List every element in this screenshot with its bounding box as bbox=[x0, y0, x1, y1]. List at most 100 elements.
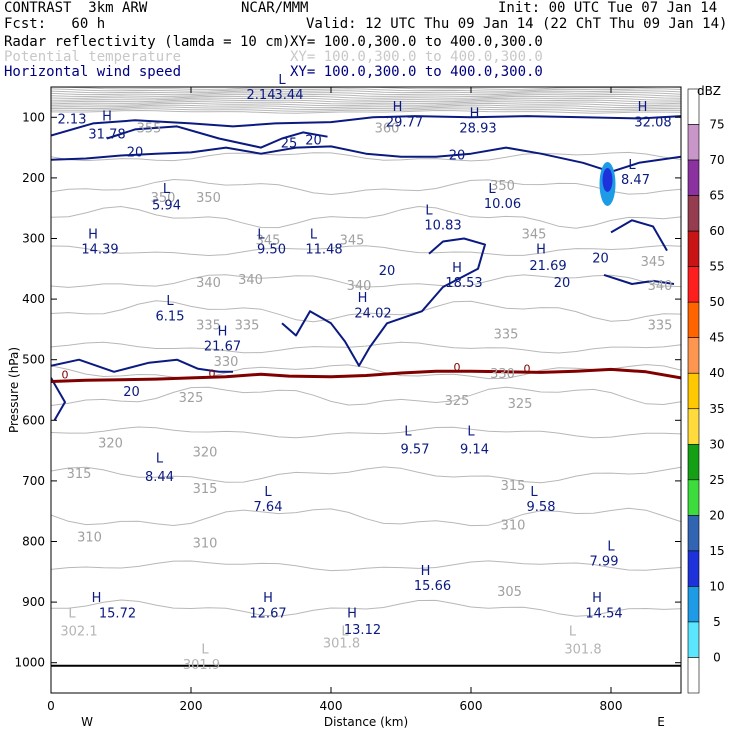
y-tick-label: 500 bbox=[22, 353, 45, 367]
theta-label: 335 bbox=[648, 318, 673, 333]
wind-contour-20 bbox=[51, 145, 681, 173]
high-marker: H bbox=[470, 106, 480, 121]
theta-contour-upper bbox=[51, 95, 681, 99]
theta-contours bbox=[51, 151, 681, 617]
theta-label: 310 bbox=[501, 518, 526, 533]
y-tick-label: 700 bbox=[22, 474, 45, 488]
contour-labels: 355 360 350 350 350 345 345 345 345 340 340 340 340 3… bbox=[58, 73, 673, 673]
theta-label: 340 bbox=[347, 279, 372, 294]
wind-contour-20-edge bbox=[51, 377, 66, 421]
wind-label: 20 bbox=[305, 134, 322, 149]
theta-contour bbox=[51, 341, 681, 354]
extremum-value: 2.13 bbox=[58, 112, 87, 127]
wind-contour-25b bbox=[106, 125, 328, 149]
colorbar-swatch bbox=[687, 657, 700, 694]
x-axis-title: Distance (km) bbox=[324, 715, 408, 729]
wind-label: 20 bbox=[379, 264, 396, 279]
extremum-value: 21.69 bbox=[529, 259, 566, 274]
y-axis-title: Pressure (hPa) bbox=[7, 347, 21, 433]
theta-label: 345 bbox=[340, 234, 365, 249]
y-tick-label: 900 bbox=[22, 595, 45, 609]
high-marker: H bbox=[92, 591, 102, 606]
wind-label: 20 bbox=[127, 146, 144, 161]
theta-label: 345 bbox=[522, 228, 547, 243]
y-tick-label: 1000 bbox=[14, 656, 45, 670]
colorbar-label: 0 bbox=[713, 650, 721, 664]
theta-label: 340 bbox=[196, 276, 221, 291]
high-marker: H bbox=[536, 243, 546, 258]
colorbar-label: 30 bbox=[709, 437, 724, 451]
wind-label: 20 bbox=[554, 276, 571, 291]
colorbar-label: 70 bbox=[709, 153, 724, 167]
colorbar-label: 50 bbox=[709, 295, 724, 309]
theta-contour bbox=[51, 274, 681, 288]
low-marker: L bbox=[404, 424, 412, 439]
header-init: Init: 00 UTC Tue 07 Jan 14 bbox=[498, 0, 718, 16]
colorbar-swatch bbox=[687, 337, 700, 374]
header-valid: Valid: 12 UTC Thu 09 Jan 14 (22 ChT Thu … bbox=[306, 16, 728, 32]
high-marker: H bbox=[263, 591, 273, 606]
colorbar-label: 10 bbox=[709, 579, 724, 593]
colorbar-label: 55 bbox=[709, 260, 724, 274]
theta-label: 325 bbox=[445, 394, 470, 409]
extremum-value: 7.99 bbox=[590, 555, 619, 570]
colorbar-label: 60 bbox=[709, 224, 724, 238]
colorbar-label: 75 bbox=[709, 118, 724, 132]
colorbar-label: 40 bbox=[709, 366, 724, 380]
theta-contour bbox=[51, 386, 681, 406]
theta-contour bbox=[51, 599, 681, 617]
colorbar-swatch bbox=[687, 195, 700, 232]
theta-contour bbox=[51, 151, 681, 162]
theta-label: 350 bbox=[151, 191, 176, 206]
extremum-value: 24.02 bbox=[354, 306, 391, 321]
high-marker: H bbox=[592, 591, 602, 606]
theta-contour-upper bbox=[51, 104, 681, 109]
low-marker: L bbox=[341, 624, 349, 639]
extremum-value: 301.8 bbox=[564, 643, 601, 658]
theta-label: 305 bbox=[497, 585, 522, 600]
theta-label: 355 bbox=[137, 121, 162, 136]
wind-label: 20 bbox=[123, 385, 140, 400]
wind-contour-20-mid bbox=[281, 237, 486, 367]
x-tick-label: 400 bbox=[320, 699, 343, 713]
theta-contour-upper bbox=[51, 88, 681, 92]
zero-label: 0 bbox=[454, 361, 461, 374]
low-marker: L bbox=[163, 182, 171, 197]
low-marker: L bbox=[278, 73, 286, 88]
theta-contour bbox=[51, 507, 681, 527]
colorbar-swatch bbox=[687, 515, 700, 552]
theta-label: 315 bbox=[501, 479, 526, 494]
theta-label: 315 bbox=[193, 482, 218, 497]
y-tick-label: 600 bbox=[22, 413, 45, 427]
low-marker: L bbox=[488, 182, 496, 197]
colorbar-label: 5 bbox=[713, 615, 721, 629]
zero-label: 0 bbox=[524, 362, 531, 375]
zero-degree-line bbox=[51, 367, 681, 383]
extremum-value: 9.57 bbox=[401, 443, 430, 458]
x-tick-label: 800 bbox=[600, 699, 623, 713]
colorbar-swatch bbox=[687, 408, 700, 445]
low-marker: L bbox=[166, 294, 174, 309]
extremum-value: 301.8 bbox=[323, 637, 360, 652]
colorbar-label: 45 bbox=[709, 331, 724, 345]
extremum-value: 11.48 bbox=[305, 243, 342, 258]
extremum-value: 301.9 bbox=[183, 658, 220, 673]
extremum-value: 2.14 bbox=[247, 88, 276, 103]
y-tick-label: 800 bbox=[22, 535, 45, 549]
high-marker: H bbox=[358, 291, 368, 306]
field-label-reflectivity: Radar reflectivity (lamda = 10 cm) bbox=[4, 34, 291, 50]
low-marker: L bbox=[201, 643, 209, 658]
wind-contours bbox=[51, 115, 681, 421]
colorbar-swatch bbox=[687, 230, 700, 267]
extremum-value: 32.08 bbox=[634, 115, 671, 130]
theta-label: 310 bbox=[77, 531, 102, 546]
theta-contour bbox=[51, 364, 681, 380]
low-marker: L bbox=[68, 606, 76, 621]
theta-contour-upper bbox=[51, 97, 681, 101]
theta-contour bbox=[51, 466, 681, 484]
theta-label: 345 bbox=[641, 255, 666, 270]
wind-contour-20-east bbox=[610, 219, 668, 252]
